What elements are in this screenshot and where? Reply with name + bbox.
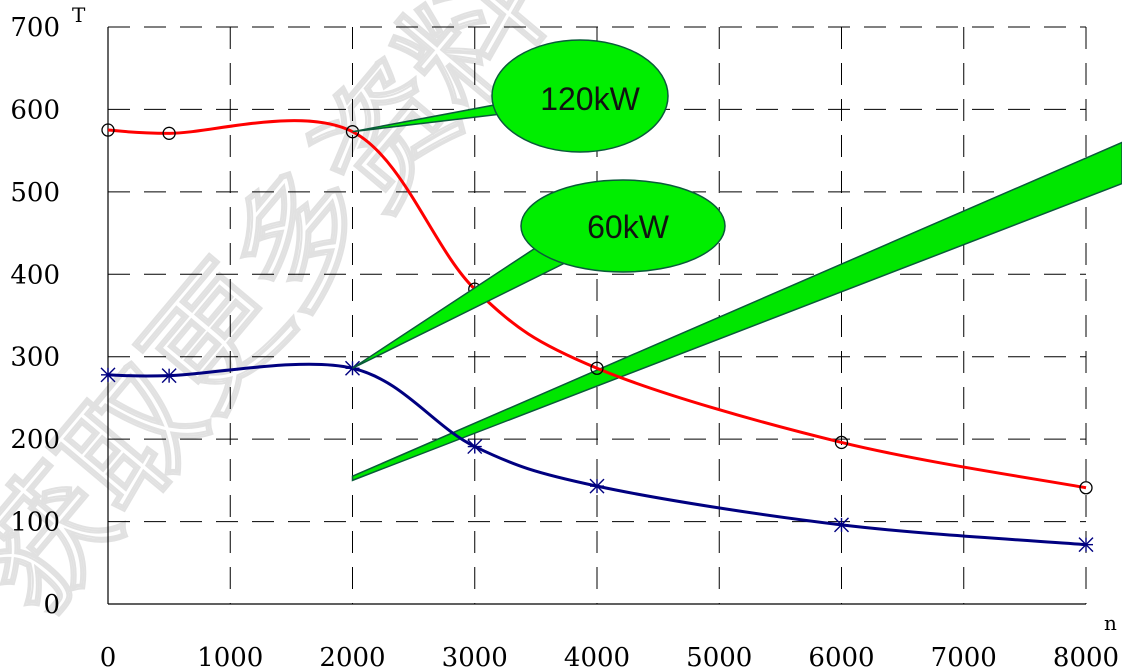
data-point-cross [467,439,483,455]
x-tick-label: 7000 [931,643,997,671]
callout-60kw-bubble [520,179,726,273]
y-tick-label: 300 [10,343,60,373]
callout-120kw-label: 120kW [540,81,640,117]
power-band-layer [351,141,1122,482]
x-tick-label: 2000 [319,643,385,671]
data-point-cross [161,368,177,384]
x-tick-label: 3000 [442,643,508,671]
y-tick-label: 400 [10,260,60,290]
power-band-area [351,141,1122,482]
callout-120kw-bubble [491,39,669,153]
data-point-circle [162,126,176,140]
x-tick-label: 4000 [564,643,630,671]
x-tick-label: 1000 [197,643,263,671]
watermark: 获取更多资料 [0,0,575,642]
y-axis-label: T [72,3,86,27]
callout-60kw-label: 60kW [587,209,670,245]
data-point-cross [589,478,605,494]
callout-layer: 120kW 60kW [352,39,726,369]
y-tick-label: 100 [10,508,60,538]
data-point-circle [1079,481,1093,495]
series-layer [100,119,1094,553]
x-tick-label: 5000 [686,643,752,671]
series-line-2 [107,362,1087,547]
y-tick-label: 700 [10,13,60,43]
watermark-text: 获取更多资料 [0,0,574,641]
series-line-1 [107,119,1087,490]
y-tick-label: 200 [10,425,60,455]
callout-60kw-pointer [352,244,577,369]
x-tick-label: 8000 [1053,643,1119,671]
data-point-circle [590,361,604,375]
x-tick-label: 0 [100,643,117,671]
data-point-circle [101,123,115,137]
y-tick-label: 500 [10,178,60,208]
x-axis-label: n [1104,611,1117,635]
y-tick-label: 0 [43,590,60,620]
data-point-cross [834,517,849,533]
data-point-circle [834,435,849,450]
axes [107,27,1086,605]
y-tick-label: 600 [10,95,60,125]
tick-labels: 0 1000 2000 3000 4000 5000 6000 7000 8000 0 100 200… [10,3,1119,671]
data-point-cross [100,367,116,383]
data-point-cross [1078,537,1094,553]
x-tick-label: 6000 [808,643,874,671]
